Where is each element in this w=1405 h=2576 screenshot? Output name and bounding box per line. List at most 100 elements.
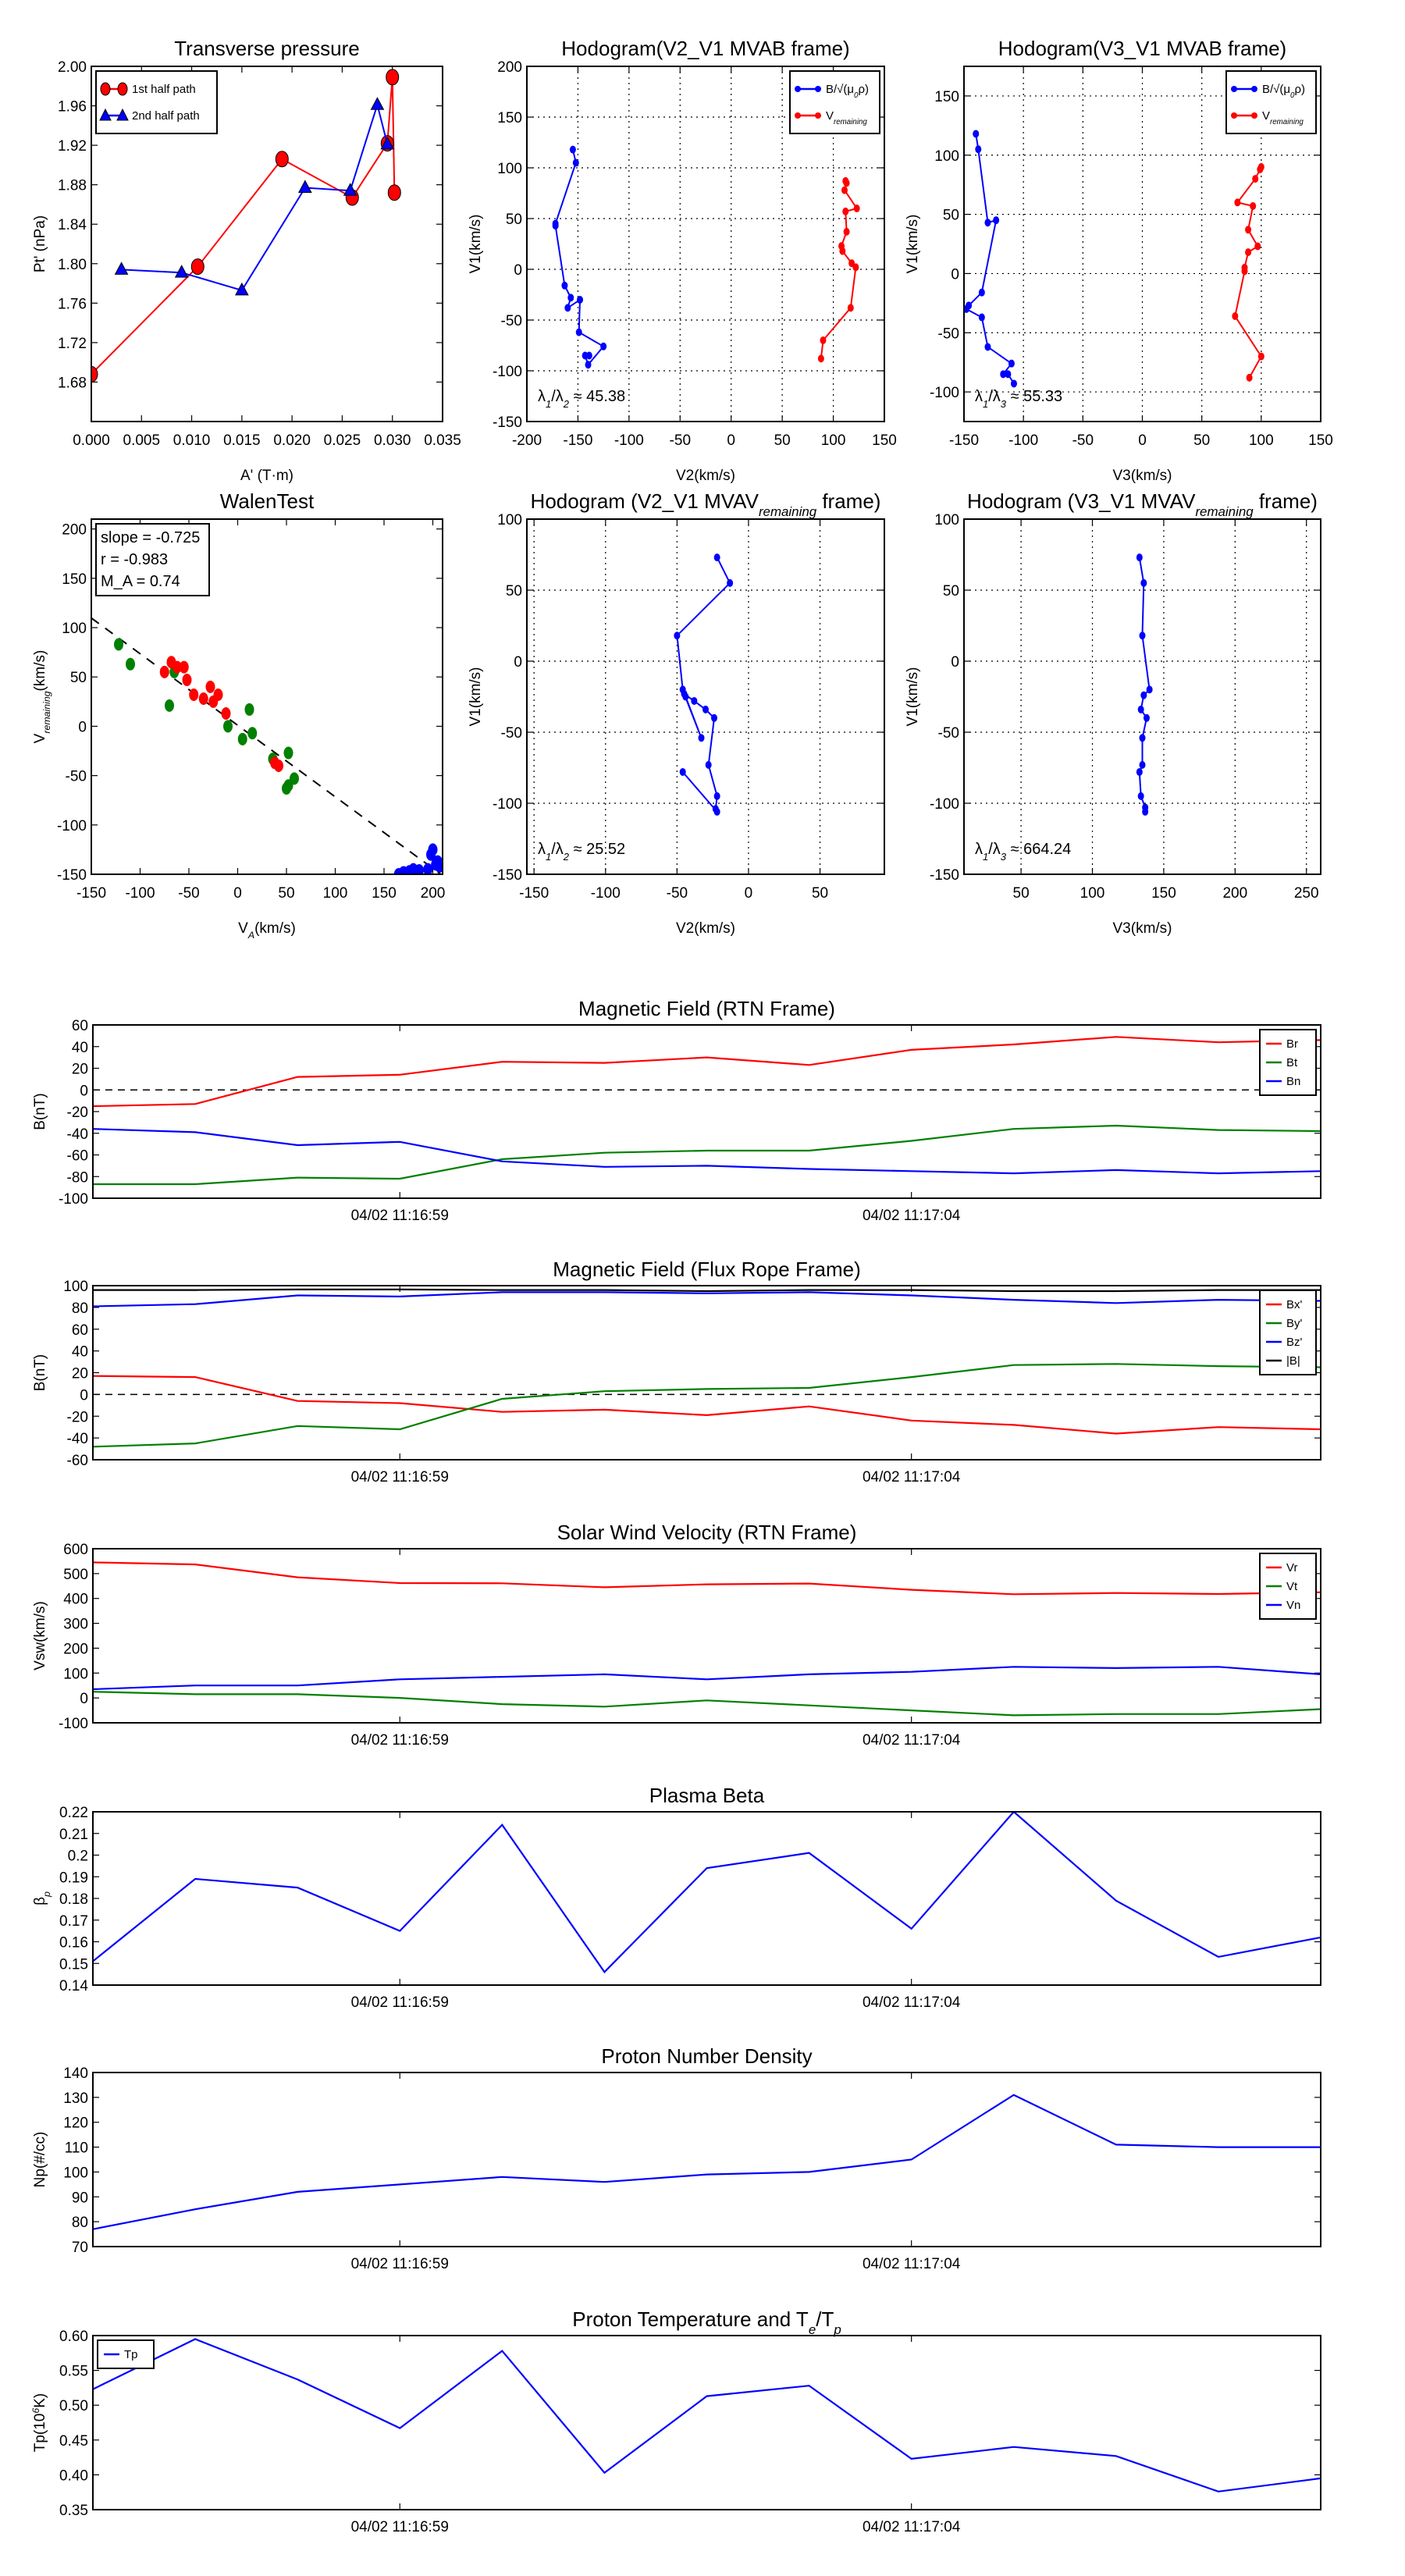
axes-frame (92, 1285, 1321, 1461)
y-tick-label: -150 (493, 415, 522, 431)
series-line-0 (93, 1036, 1321, 1108)
y-tick-label: 1.80 (58, 257, 87, 273)
y-tick-label: 0 (951, 654, 959, 671)
x-tick-label: -150 (519, 885, 549, 902)
data-point (841, 186, 848, 194)
y-tick-label: 500 (63, 1567, 88, 1583)
data-point (182, 674, 192, 687)
x-tick-label: -150 (76, 885, 106, 902)
data-point (208, 695, 219, 708)
series-line-2 (93, 1666, 1321, 1691)
chart-panel-1: -200 -150 -100 -50 0 50 100 150-150-100-5005010… (468, 37, 897, 484)
y-tick-label: -100 (57, 818, 87, 834)
chart-panel-3: -150 -100 -50 0 50 100 150 200 -150 -100 -50 0 50 100… (32, 489, 445, 941)
legend-marker (1251, 112, 1257, 119)
data-point (681, 689, 688, 698)
chart-panel-0: 0.000 0.005 0.010 0.015 0.020 0.025 0.030 0.035… (32, 37, 461, 484)
y-tick-label: 0 (80, 1083, 88, 1099)
x-tick-label: -50 (667, 885, 688, 902)
fit-line (91, 617, 443, 874)
legend: Tp (97, 2339, 155, 2369)
data-point (575, 328, 582, 336)
y-tick-label: 100 (63, 1279, 88, 1295)
y-tick-label: 0.15 (59, 1956, 88, 1973)
y-tick-label: -150 (930, 867, 959, 884)
data-point (975, 145, 982, 154)
y-tick-label: 0 (514, 654, 522, 671)
data-point (275, 151, 289, 168)
x-tick-label: 150 (1308, 432, 1333, 449)
data-point (585, 351, 592, 360)
x-tick-label: 0.015 (223, 432, 261, 449)
y-tick-label: -100 (493, 796, 522, 813)
series-line-0 (93, 1812, 1321, 1974)
x-tick-label: 50 (774, 432, 791, 449)
data-point (274, 759, 283, 772)
legend-label: Vt (1286, 1580, 1298, 1593)
y-tick-label: 130 (63, 2090, 88, 2107)
x-tick-label: 04/02 11:17:04 (863, 1469, 961, 1485)
x-axis-label: VA(km/s) (238, 920, 296, 941)
data-point (852, 263, 859, 272)
data-point (817, 354, 824, 363)
data-point (1140, 578, 1147, 587)
series-line-2 (93, 1291, 1321, 1308)
data-point (839, 247, 846, 255)
data-point (973, 130, 980, 138)
y-tick-label: -40 (67, 1126, 88, 1143)
x-tick-label: -100 (614, 432, 644, 449)
y-tick-label: 60 (72, 1322, 88, 1339)
y-tick-label: 0 (78, 719, 87, 735)
axes-frame (92, 2072, 1321, 2247)
y-tick-label: 100 (934, 148, 959, 165)
data-point (1254, 242, 1261, 251)
chart-title: Hodogram(V3_V1 MVAB frame) (998, 37, 1286, 60)
chart-panel-6: 04/02 11:16:59 04/02 11:17:04 -100 -80 -60 -4… (32, 997, 1321, 1224)
y-tick-label: 600 (63, 1542, 88, 1558)
data-point (343, 183, 357, 196)
y-tick-label: -100 (59, 1716, 88, 1732)
data-point (1139, 632, 1146, 640)
y-tick-label: 100 (934, 512, 959, 528)
data-point (691, 696, 698, 705)
data-point (198, 692, 208, 706)
data-point (1139, 734, 1146, 742)
legend-label: Vr (1286, 1561, 1297, 1574)
legend-label: 2nd half path (132, 109, 200, 123)
y-tick-label: 0.18 (59, 1891, 88, 1908)
data-point (91, 365, 98, 382)
legend-marker (100, 82, 111, 96)
legend-marker (1231, 112, 1237, 119)
x-axis-label: V2(km/s) (676, 468, 735, 484)
legend-box (789, 70, 880, 134)
legend-label: B/√(μ0ρ) (826, 83, 869, 100)
y-axis-label: V1(km/s) (905, 215, 921, 274)
stats-line: M_A = 0.74 (101, 573, 180, 590)
x-tick-label: 100 (1080, 885, 1105, 902)
eigenvalue-ratio-annotation: λ1/λ3 ≈ 55.33 (975, 388, 1062, 410)
y-tick-label: 2.00 (58, 59, 87, 76)
data-point (165, 699, 174, 712)
y-tick-label: 50 (506, 212, 522, 228)
plot-area (93, 1036, 1321, 1186)
axes-frame (91, 66, 443, 422)
y-tick-label: 0.60 (59, 2329, 88, 2345)
legend-marker (815, 86, 821, 92)
data-point (843, 227, 850, 236)
x-tick-label: 50 (1193, 432, 1210, 449)
data-point (1250, 201, 1257, 210)
y-tick-label: -50 (938, 326, 959, 342)
y-axis-label: B(nT) (32, 1354, 48, 1392)
y-axis-label: Pt' (nPa) (32, 215, 48, 272)
data-point (1241, 267, 1248, 276)
y-tick-label: -100 (930, 385, 959, 401)
y-tick-label: 0.35 (59, 2503, 88, 2519)
y-tick-label: 400 (63, 1592, 88, 1608)
x-tick-label: 04/02 11:16:59 (351, 2519, 449, 2535)
y-tick-label: 90 (72, 2190, 88, 2206)
data-point (1136, 767, 1143, 776)
data-point (698, 734, 705, 742)
x-tick-label: 150 (372, 885, 397, 902)
axes-frame (92, 1548, 1321, 1724)
data-point (713, 792, 720, 800)
